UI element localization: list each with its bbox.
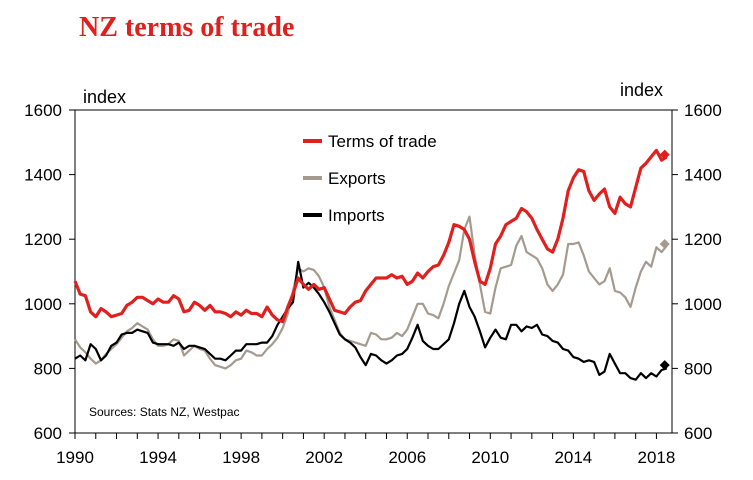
x-tick-label: 2018 <box>638 448 676 467</box>
x-tick-label: 1990 <box>56 448 94 467</box>
x-tick-label: 1994 <box>139 448 177 467</box>
y-tick-label-left: 1400 <box>24 166 62 185</box>
x-tick-label: 2014 <box>554 448 592 467</box>
y-tick-label-right: 1200 <box>684 230 722 249</box>
source-note: Sources: Stats NZ, Westpac <box>89 405 240 419</box>
y-tick-label-left: 800 <box>34 359 62 378</box>
y-unit-left: index <box>83 87 126 107</box>
x-tick-label: 1998 <box>222 448 260 467</box>
y-tick-label-right: 600 <box>684 424 712 443</box>
y-tick-label-right: 1600 <box>684 101 722 120</box>
x-tick-label: 2002 <box>305 448 343 467</box>
legend: Terms of trade Exports Imports <box>303 132 437 225</box>
series-line-exports <box>74 215 668 370</box>
y-tick-label-right: 1400 <box>684 166 722 185</box>
x-tick-label: 2010 <box>471 448 509 467</box>
series-layer <box>73 148 670 381</box>
y-tick-label-left: 1000 <box>24 295 62 314</box>
y-tick-label-left: 600 <box>34 424 62 443</box>
y-axis-right: 600 800 1000 1200 1400 1600 <box>672 101 722 443</box>
chart-title: NZ terms of trade <box>79 12 295 43</box>
plot-frame <box>74 109 673 434</box>
legend-label: Exports <box>328 169 386 188</box>
y-tick-label-right: 1000 <box>684 295 722 314</box>
forecast-marker-terms-of-trade <box>659 149 670 160</box>
y-tick-label-left: 1600 <box>24 101 62 120</box>
forecast-marker-exports <box>659 239 670 250</box>
series-line-terms-of-trade <box>73 148 668 324</box>
y-tick-label-left: 1200 <box>24 230 62 249</box>
x-tick-label: 2006 <box>388 448 426 467</box>
legend-label: Imports <box>328 206 385 225</box>
y-tick-label-right: 800 <box>684 359 712 378</box>
y-unit-right: index <box>620 80 663 100</box>
y-axis-left: 600 800 1000 1200 1400 1600 <box>24 101 75 443</box>
legend-label: Terms of trade <box>328 132 437 151</box>
series-line-imports <box>74 260 668 381</box>
forecast-marker-imports <box>659 360 670 371</box>
x-axis: 1990 1994 1998 2002 2006 2010 2014 2018 <box>56 433 675 467</box>
